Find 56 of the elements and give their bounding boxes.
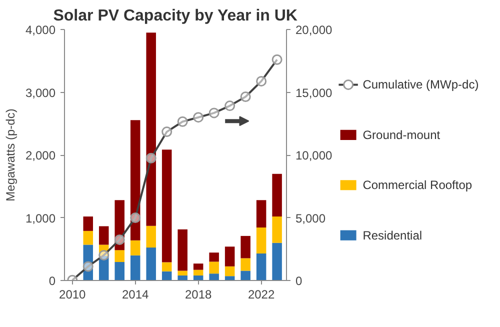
x-tick-label: 2014 [122,288,150,302]
legend-label: Cumulative (MWp-dc) [362,78,479,92]
bar [162,150,172,262]
bar [162,271,172,280]
bar [240,258,250,271]
bar [146,226,156,248]
bar [178,270,188,276]
bar [240,236,250,258]
y-tick-label: 4,000 [25,23,56,37]
bar [146,248,156,280]
bar [130,255,140,280]
bar [178,229,188,271]
y-tick-label: 3,000 [25,86,56,100]
chart-title: Solar PV Capacity by Year in UK [53,8,298,24]
y-tick-label: 0 [48,274,56,288]
bar [162,262,172,272]
bar [98,256,109,280]
bar [114,262,124,280]
x-tick-label: 2010 [59,288,86,302]
y-tick-label: 1,000 [25,211,56,226]
bar [256,227,266,254]
y-axis-title: Megawatts (p-dc) [3,108,18,202]
bar [224,246,235,266]
bar [146,32,156,226]
y2-tick-label: 5,000 [296,211,326,226]
bar [256,254,266,280]
y-tick-label: 2,000 [25,148,56,162]
bar [209,274,219,280]
bar [130,240,140,256]
y2-tick-label: 0 [296,274,302,288]
bar [178,275,188,280]
bar [272,242,282,280]
bar [114,250,124,262]
bar [83,244,93,280]
bar [240,270,250,280]
bar [83,230,93,245]
bar [224,266,235,276]
bar [272,174,282,216]
bar [209,252,219,262]
y2-tick-label: 20,000 [296,23,333,37]
bar [130,120,140,240]
bar [83,216,93,231]
y2-tick-label: 15,000 [296,86,333,100]
legend-label: Ground-mount [362,128,441,142]
bar [98,226,109,245]
bar [193,270,204,276]
y2-tick-label: 10,000 [296,148,333,162]
legend-label: Commercial Rooftop [362,178,472,192]
bar [256,200,266,228]
bar [272,216,282,243]
legend-label: Residential [362,228,422,242]
bar [193,264,204,270]
x-tick-label: 2022 [248,288,275,302]
bar [114,200,124,250]
x-tick-label: 2018 [184,288,212,302]
bar [209,262,219,274]
